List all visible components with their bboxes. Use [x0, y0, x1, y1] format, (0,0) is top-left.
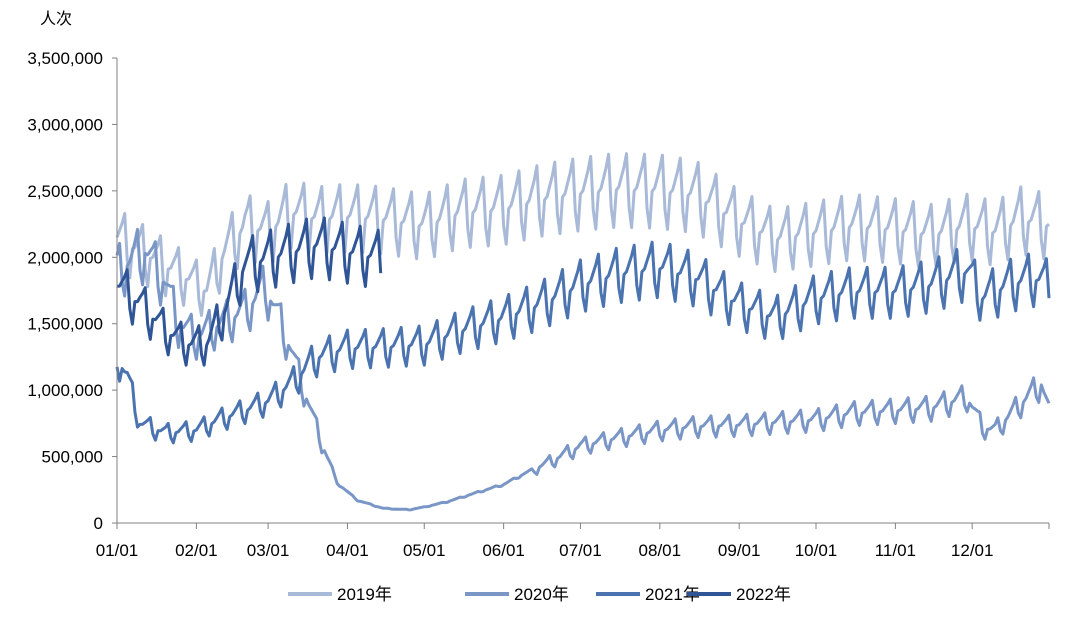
- y-tick-label: 2,000,000: [27, 248, 103, 267]
- legend-label: 2021年: [645, 585, 700, 604]
- series-line-2: [115, 227, 1051, 512]
- legend-label: 2019年: [337, 585, 392, 604]
- y-tick-label: 2,500,000: [27, 182, 103, 201]
- legend-label: 2020年: [514, 585, 569, 604]
- x-tick-label: 04/01: [326, 541, 369, 560]
- x-axis: 01/01 02/01 03/01 04/01 05/01 06/01 07/01 08/01…: [96, 523, 1050, 560]
- y-tick-label: 1,000,000: [27, 381, 103, 400]
- x-tick-label: 05/01: [403, 541, 446, 560]
- y-axis: 0 500,000 1,000,000 1,500,000 2,000,000 2,500…: [27, 49, 117, 533]
- x-tick-label: 08/01: [639, 541, 682, 560]
- x-tick-label: 12/01: [951, 541, 994, 560]
- legend-label: 2022年: [736, 585, 791, 604]
- x-tick-label: 07/01: [559, 541, 602, 560]
- y-tick-label: 3,500,000: [27, 49, 103, 68]
- y-axis-unit-label: 人次: [40, 9, 72, 28]
- x-tick-label: 02/01: [175, 541, 218, 560]
- series-lines: [115, 152, 1051, 512]
- x-tick-label: 09/01: [718, 541, 761, 560]
- x-tick-label: 03/01: [247, 541, 290, 560]
- legend: 2019年 2020年 2021年 2022年: [288, 585, 791, 604]
- series-line-4: [116, 216, 383, 367]
- series-line-3: [115, 240, 1051, 445]
- x-tick-label: 11/01: [875, 541, 916, 560]
- y-tick-label: 3,000,000: [27, 115, 103, 134]
- x-tick-label: 01/01: [96, 541, 139, 560]
- y-tick-label: 1,500,000: [27, 315, 103, 334]
- x-tick-label: 10/01: [795, 541, 838, 560]
- x-tick-label: 06/01: [482, 541, 525, 560]
- y-tick-label: 0: [94, 514, 103, 533]
- y-tick-label: 500,000: [42, 448, 103, 467]
